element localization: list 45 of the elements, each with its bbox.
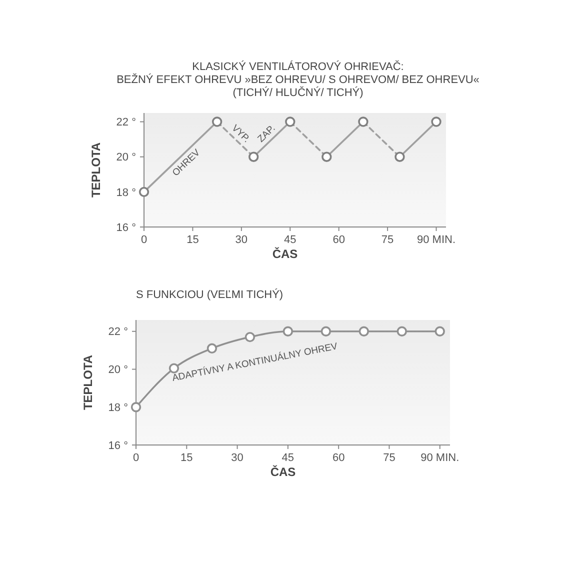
point [212, 116, 222, 127]
x-axis-title: ČAS [270, 465, 296, 479]
x-tick-label: 45 [282, 452, 294, 464]
point [244, 332, 256, 342]
x-tick-label: 60 [332, 452, 345, 464]
x-tick-label: 60 [332, 234, 345, 246]
x-tick-label: 75 [383, 452, 396, 464]
y-tick-label: 22 ° [116, 116, 136, 129]
x-tick-label: 30 [231, 452, 244, 464]
x-axis-title: ČAS [272, 247, 298, 261]
chart-title: S FUNKCIOU (VEĽMI TICHÝ) [136, 288, 284, 301]
x-tick-label: 90 MIN. [420, 452, 460, 464]
point [394, 152, 405, 162]
point [130, 402, 142, 412]
point [358, 326, 370, 336]
y-tick-label: 16 ° [108, 440, 128, 452]
x-tick-label: 30 [235, 234, 248, 246]
chart-subtitle: BEŽNÝ EFEKT OHREVU »BEZ OHREVU/ S OHREVOM/ BEZ OHREVU« (TICHÝ/ HLUČNÝ/ TICHÝ) [116, 73, 480, 99]
y-tick-label: 16 ° [116, 222, 136, 234]
point [138, 186, 150, 198]
x-tick-label: 0 [132, 452, 140, 464]
y-tick-label: 22 ° [108, 326, 128, 338]
point [434, 326, 445, 336]
point [396, 326, 407, 336]
y-tick-label: 18 ° [116, 186, 136, 199]
point [248, 152, 259, 162]
point [206, 343, 218, 354]
chart-title: KLASICKÝ VENTILÁTOROVÝ OHRIEVAČ: [192, 60, 404, 73]
y-tick-label: 20 ° [108, 364, 128, 376]
point [320, 326, 332, 336]
y-tick-label: 20 ° [116, 152, 136, 164]
point [285, 116, 296, 127]
x-tick-label: 90 MIN. [417, 234, 456, 246]
x-tick-label: 45 [284, 234, 296, 246]
point [322, 152, 332, 162]
y-tick-label: 18 ° [108, 402, 128, 414]
y-axis-title: TEPLOTA [81, 354, 95, 410]
x-tick-label: 75 [381, 234, 394, 246]
x-tick-label: 0 [140, 234, 148, 246]
x-tick-label: 15 [186, 234, 199, 246]
x-tick-label: 15 [180, 452, 193, 464]
y-axis-title: TEPLOTA [89, 142, 103, 198]
point [431, 116, 442, 127]
point [282, 326, 294, 336]
point [358, 116, 368, 127]
